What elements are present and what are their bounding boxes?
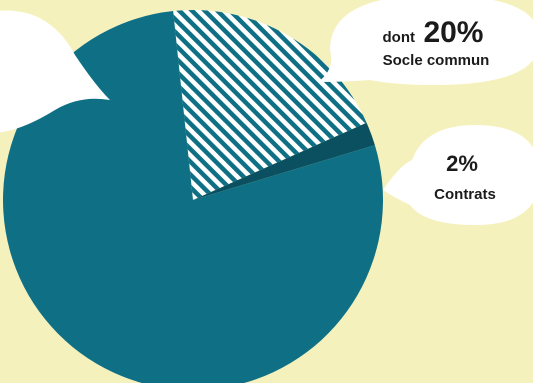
callout-bubble-left [0, 10, 110, 133]
callout-socle: dont 20% Socle commun [318, 0, 533, 85]
callout-contrats-label: Contrats [434, 186, 496, 203]
callout-socle-prefix: dont [383, 29, 415, 46]
callout-contrats-value: 2% [446, 151, 478, 176]
callout-socle-line1: dont 20% [383, 16, 484, 49]
pie-slice-main [3, 11, 383, 383]
pie-slice-socle [173, 10, 367, 201]
pie-slice-contrats [193, 122, 375, 200]
callout-bubble-contrats [383, 125, 533, 225]
pie-slices [3, 10, 383, 383]
callout-socle-label: Socle commun [383, 52, 490, 69]
callout-socle-value: 20% [423, 16, 483, 49]
callout-contrats: 2% Contrats [383, 125, 533, 225]
callout-bubble-socle [318, 0, 533, 85]
